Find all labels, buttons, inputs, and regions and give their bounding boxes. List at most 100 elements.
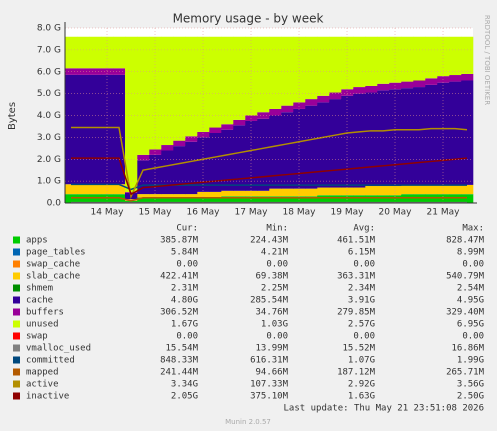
legend-stat: 5.84M xyxy=(171,248,199,258)
legend-name: vmalloc_used xyxy=(26,344,91,354)
x-tick-label: 21 May xyxy=(427,208,461,218)
legend-name: page_tables xyxy=(26,248,86,258)
area-segment xyxy=(329,195,342,203)
area-segment xyxy=(353,195,366,203)
legend-stat: 363.31M xyxy=(337,272,376,282)
area-segment xyxy=(425,194,438,203)
area-segment xyxy=(329,36,342,93)
area-segment xyxy=(257,196,270,203)
legend-swatch xyxy=(13,296,20,304)
area-segment xyxy=(161,197,174,203)
legend-swatch xyxy=(13,344,20,352)
legend-name: shmem xyxy=(26,284,53,294)
area-segment xyxy=(281,188,294,197)
legend-stat: 3.56G xyxy=(457,380,484,390)
area-segment xyxy=(233,36,246,120)
area-segment xyxy=(389,36,402,83)
area-segment xyxy=(305,99,318,106)
area-segment xyxy=(113,184,126,195)
area-segment xyxy=(197,191,210,198)
area-segment xyxy=(425,36,438,79)
legend-name: inactive xyxy=(26,392,69,402)
legend-stat: 3.91G xyxy=(348,296,375,306)
area-segment xyxy=(221,129,234,191)
legend-stat: 6.15M xyxy=(348,248,376,258)
area-segment xyxy=(269,36,282,109)
y-tick-label: 7.0 G xyxy=(37,45,61,55)
area-segment xyxy=(269,108,282,116)
area-segment xyxy=(365,195,378,203)
area-segment xyxy=(149,36,162,150)
area-segment xyxy=(377,195,390,203)
area-segment xyxy=(401,81,414,89)
legend-stat: 279.85M xyxy=(337,308,376,318)
area-segment xyxy=(221,190,234,197)
x-tick-label: 20 May xyxy=(379,208,413,218)
area-segment xyxy=(149,149,162,155)
area-segment xyxy=(149,197,162,203)
legend-stat: 265.71M xyxy=(446,368,485,378)
legend-stat: 34.76M xyxy=(255,308,288,318)
series-line xyxy=(71,126,468,199)
legend-stat: 2.31M xyxy=(171,284,199,294)
area-segment xyxy=(437,194,450,203)
legend-name: slab_cache xyxy=(26,272,80,282)
footer: Munin 2.0.57 xyxy=(225,418,271,426)
legend-stat: 422.41M xyxy=(160,272,199,282)
legend-stat: 0.00 xyxy=(462,260,484,270)
area-segment xyxy=(401,88,414,185)
legend-stat: 69.38M xyxy=(255,272,288,282)
area-segment xyxy=(305,196,318,203)
area-segment xyxy=(101,74,114,185)
area-segment xyxy=(281,105,294,113)
legend-swatch xyxy=(13,320,20,328)
legend-stat: 2.92G xyxy=(348,380,375,390)
x-tick-label: 15 May xyxy=(139,208,173,218)
area-segment xyxy=(413,87,426,185)
area-segment xyxy=(293,188,306,197)
area-segment xyxy=(197,36,210,132)
area-segment xyxy=(77,184,90,195)
area-segment xyxy=(269,188,282,197)
area-segment xyxy=(317,195,330,203)
x-tick-label: 19 May xyxy=(331,208,365,218)
legend-name: mapped xyxy=(26,368,59,378)
legend-stat: 0.00 xyxy=(462,332,484,342)
y-tick-label: 5.0 G xyxy=(37,89,61,99)
series-line xyxy=(71,183,467,191)
area-segment xyxy=(377,83,390,91)
area-segment xyxy=(65,194,78,203)
legend-stat: 0.00 xyxy=(353,332,375,342)
area-segment xyxy=(209,36,222,128)
area-segment xyxy=(65,184,78,195)
y-tick-label: 6.0 G xyxy=(37,67,61,77)
legend-name: committed xyxy=(26,356,75,366)
legend-stat: 385.87M xyxy=(160,236,199,246)
area-segment xyxy=(221,124,234,130)
legend-name: active xyxy=(26,380,59,390)
area-segment xyxy=(269,196,282,203)
area-segment xyxy=(401,184,414,195)
legend-swatch xyxy=(13,392,20,400)
legend-stat: 2.54M xyxy=(457,284,485,294)
legend-swatch xyxy=(13,284,20,292)
area-segment xyxy=(209,191,222,198)
legend-stat: 306.52M xyxy=(160,308,199,318)
area-segment xyxy=(305,36,318,100)
area-segment xyxy=(413,184,426,195)
area-segment xyxy=(317,95,330,103)
y-axis-label: Bytes xyxy=(7,102,18,130)
area-segment xyxy=(161,194,174,198)
area-segment xyxy=(89,36,102,69)
legend-name: buffers xyxy=(26,308,64,318)
area-segment xyxy=(257,36,270,113)
legend-stat: 828.47M xyxy=(446,236,485,246)
area-segment xyxy=(341,187,354,196)
area-segment xyxy=(161,145,174,151)
legend-header: Cur: xyxy=(176,224,198,234)
legend-stat: 540.79M xyxy=(446,272,485,282)
area-segment xyxy=(125,200,138,203)
legend-swatch xyxy=(13,308,20,316)
area-segment xyxy=(281,36,294,106)
area-segment xyxy=(185,36,198,137)
